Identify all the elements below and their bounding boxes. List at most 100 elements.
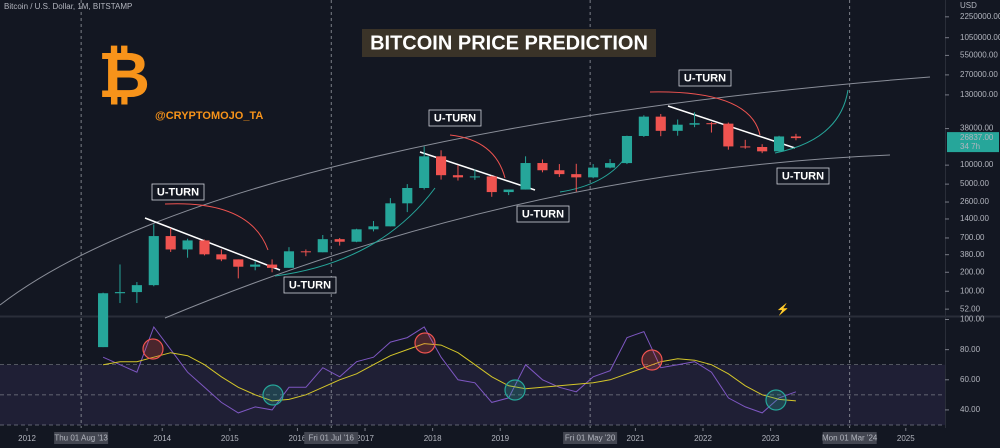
annotation: U-TURN (289, 279, 331, 291)
rsi-pane (0, 318, 945, 428)
marker-label: Mon 01 Mar '24 (822, 434, 878, 443)
red-arrows (164, 91, 761, 251)
annotation-box (428, 109, 482, 127)
circle (414, 332, 436, 354)
rsi-y-tick-label: 100.00 (960, 315, 985, 324)
last-price: 26837.00 (960, 133, 994, 142)
candle-body (757, 146, 768, 152)
candle-body (114, 292, 126, 294)
y-tick-label: 380.00 (960, 250, 985, 259)
y-tick-label: 52.00 (960, 304, 981, 313)
y-tick-label: 38000.00 (960, 124, 994, 133)
title: BITCOIN PRICE PREDICTION (370, 32, 648, 54)
rsi-y-tick-label: 60.00 (960, 375, 981, 384)
circle (142, 338, 164, 360)
rsi-y-tick-label: 80.00 (960, 345, 981, 354)
candle-body (334, 239, 345, 242)
candle-body (283, 251, 295, 268)
circle (765, 389, 787, 411)
circle (504, 379, 526, 401)
annotation-box (776, 167, 830, 185)
x-tick-label: 2022 (694, 434, 712, 443)
rsi-line (102, 325, 797, 414)
candle-body (554, 170, 565, 175)
candle-body (148, 236, 159, 286)
logo: ₿ (98, 39, 150, 111)
x-tick-label: 2025 (897, 434, 915, 443)
candle-body (604, 163, 616, 168)
annotation-box (283, 276, 337, 294)
candle-body (520, 163, 531, 190)
candle-body (267, 264, 278, 268)
x-tick-label: 2017 (356, 434, 374, 443)
annotation: U-TURN (157, 186, 199, 198)
marker-label-box (54, 432, 109, 444)
circle (641, 349, 663, 371)
candle-body (250, 264, 261, 267)
y-tick-label: 100.00 (960, 286, 985, 295)
y-tick-label: 1400.00 (960, 214, 989, 223)
annotation-box (678, 69, 732, 87)
annotation: U-TURN (684, 72, 726, 84)
title-box (362, 29, 656, 57)
marker-label-box (304, 432, 359, 444)
candle-body (638, 116, 649, 136)
candle-body (435, 156, 447, 176)
candle-body (402, 187, 413, 204)
x-tick-label: 2018 (424, 434, 442, 443)
candle-body (588, 167, 599, 178)
y-tick-label: 5000.00 (960, 179, 989, 188)
candle-body (773, 136, 785, 152)
arrow (449, 134, 506, 179)
candle-body (689, 123, 700, 125)
candle-body (419, 156, 430, 188)
candle-body (199, 240, 210, 255)
circle (262, 384, 284, 406)
candle-body (317, 239, 328, 253)
marker-label: Fri 01 Jul '16 (308, 434, 354, 443)
annotation: U-TURN (434, 112, 476, 124)
candle-body (571, 174, 582, 178)
candle-body (723, 123, 734, 147)
marker-label-box (563, 432, 618, 444)
candle-body (469, 176, 480, 178)
channel-upper (0, 76, 931, 306)
green-arrows (274, 89, 849, 277)
x-tick-label: 2016 (289, 434, 307, 443)
candle-body (98, 293, 109, 348)
candle-body (672, 124, 683, 131)
marker-label-box (822, 432, 877, 444)
candle-body (503, 189, 514, 193)
annotation-box (516, 205, 570, 223)
arrow (274, 187, 436, 277)
candle-body (216, 254, 227, 260)
x-tick-label: 2014 (153, 434, 171, 443)
trendline (144, 217, 281, 271)
candle-body (385, 203, 396, 227)
y-tick-label: 200.00 (960, 267, 985, 276)
rsi-line (103, 343, 796, 402)
alert-icon[interactable]: ⚡ (776, 303, 790, 316)
arrow (559, 157, 626, 193)
x-tick-label: 2015 (221, 434, 239, 443)
candle-body (182, 240, 193, 250)
arrow (164, 203, 269, 251)
candle-body (233, 259, 244, 267)
x-tick-label: 2021 (627, 434, 645, 443)
y-tick-label: 550000.00 (960, 51, 998, 60)
arrow (649, 91, 761, 136)
x-tick-label: 2019 (491, 434, 509, 443)
y-tick-label: 1050000.00 (960, 33, 1000, 42)
candle-body (655, 116, 666, 131)
candle-body (537, 163, 548, 171)
marker-label: Thu 01 Aug '13 (54, 434, 108, 443)
candle-body (131, 285, 142, 293)
header: Bitcoin / U.S. Dollar, 1M, BITSTAMP (4, 2, 132, 11)
rsi-y-tick-label: 40.00 (960, 405, 981, 414)
last-price-countdown: 34 7h (960, 142, 980, 151)
annotation-box (151, 183, 205, 201)
y-tick-label: 270000.00 (960, 70, 998, 79)
annotation: U-TURN (522, 208, 564, 220)
candle-body (740, 146, 751, 148)
